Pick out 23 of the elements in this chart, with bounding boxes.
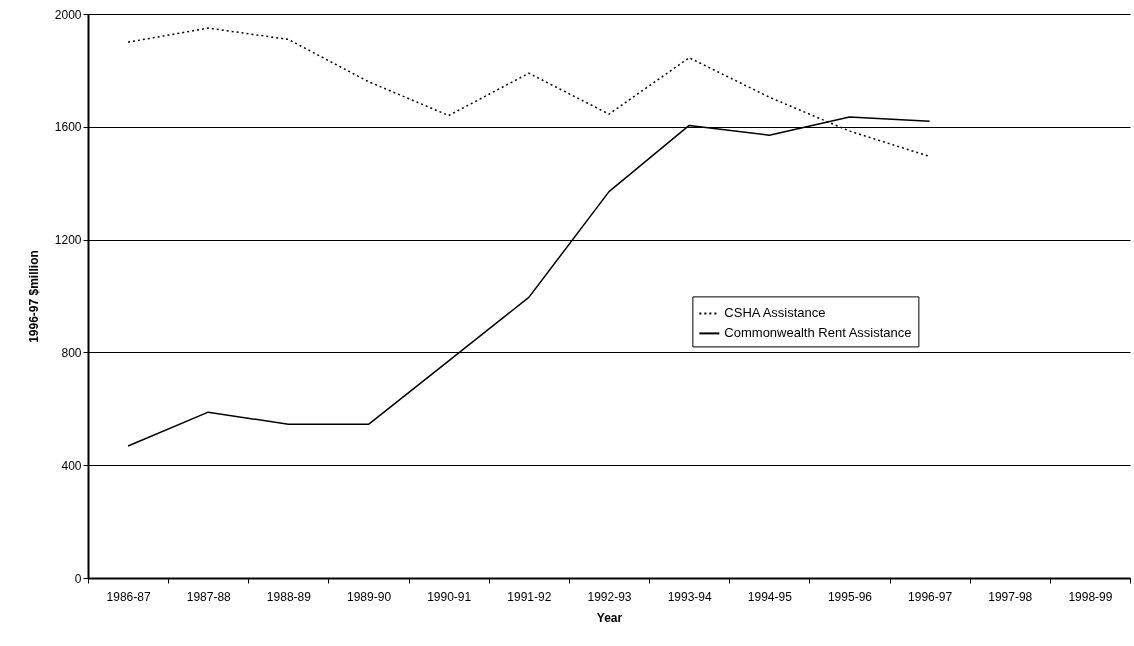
y-tick-label: 1200	[54, 233, 82, 248]
y-tick-label: 1600	[54, 120, 82, 135]
legend-label: Commonwealth Rent Assistance	[724, 325, 912, 341]
x-axis-title: Year	[596, 610, 623, 625]
x-tick-label: 1994-95	[747, 589, 793, 604]
y-tick-label: 800	[61, 345, 82, 360]
x-tick-label: 1996-97	[908, 589, 953, 604]
y-axis-title: 1996-97 $million	[26, 250, 41, 343]
legend-label: CSHA Assistance	[724, 305, 826, 321]
x-tick-label: 1990-91	[427, 589, 472, 604]
x-tick-label: 1986-87	[106, 589, 151, 604]
y-tick-label: 2000	[54, 7, 82, 22]
x-tick-label: 1987-88	[186, 589, 232, 604]
x-tick-label: 1992-93	[587, 589, 632, 604]
x-tick-label: 1995-96	[827, 589, 873, 604]
y-tick-label: 0	[74, 571, 82, 586]
x-tick-label: 1997-98	[988, 589, 1033, 604]
x-tick-label: 1989-90	[347, 589, 392, 604]
x-tick-label: 1988-89	[266, 589, 312, 604]
y-tick-label: 400	[61, 458, 82, 473]
x-tick-label: 1998-99	[1068, 589, 1113, 604]
x-tick-label: 1993-94	[667, 589, 712, 604]
x-tick-label: 1991-92	[507, 589, 552, 604]
